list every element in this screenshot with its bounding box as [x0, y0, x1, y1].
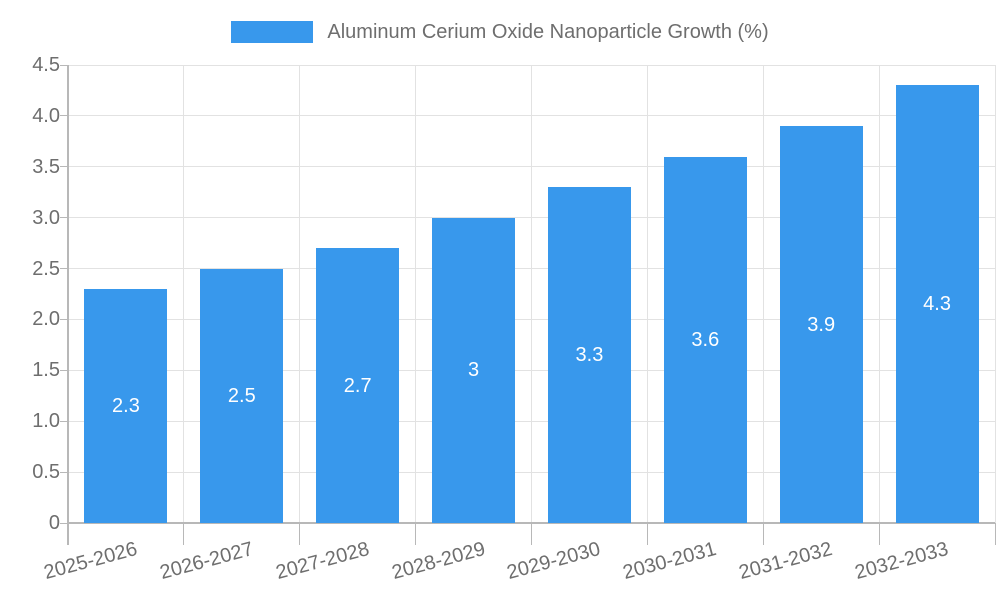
y-tick-mark — [60, 115, 68, 117]
legend-swatch-icon — [231, 21, 314, 43]
bar[interactable] — [84, 288, 168, 523]
y-tick-mark — [60, 471, 68, 473]
y-axis-tick-label: 2.5 — [32, 257, 60, 280]
y-axis-tick-label: 1.0 — [32, 410, 60, 433]
v-gridline — [994, 65, 996, 523]
y-tick-mark — [60, 420, 68, 422]
x-tick-mark — [762, 523, 764, 545]
y-axis-tick-label: 0.5 — [32, 461, 60, 484]
x-tick-mark — [994, 523, 996, 545]
y-axis-tick-label: 4.5 — [32, 54, 60, 76]
x-tick-mark — [415, 523, 417, 545]
x-tick-mark — [646, 523, 648, 545]
legend-item[interactable]: Aluminum Cerium Oxide Nanoparticle Growt… — [0, 18, 1000, 46]
bar[interactable] — [547, 187, 631, 523]
v-gridline — [183, 65, 185, 523]
y-tick-mark — [60, 217, 68, 219]
x-tick-mark — [531, 523, 532, 545]
y-tick-mark — [60, 166, 68, 168]
v-gridline — [646, 65, 648, 523]
y-axis-tick-label: 2.0 — [32, 308, 60, 331]
y-tick-mark — [60, 268, 68, 270]
y-axis-tick-label: 1.5 — [32, 359, 60, 382]
bar[interactable] — [432, 217, 516, 523]
y-tick-mark — [60, 64, 68, 66]
v-gridline — [299, 65, 301, 523]
y-axis-line — [67, 65, 69, 545]
y-axis-tick-label: 3.5 — [32, 155, 60, 178]
bar[interactable] — [200, 268, 284, 523]
legend-label: Aluminum Cerium Oxide Nanoparticle Growt… — [327, 20, 769, 43]
v-gridline — [415, 65, 417, 523]
x-tick-mark — [878, 523, 880, 545]
v-gridline — [531, 65, 532, 523]
v-gridline — [762, 65, 764, 523]
y-tick-mark — [60, 522, 68, 524]
y-tick-mark — [60, 369, 68, 371]
bar[interactable] — [663, 156, 747, 523]
y-axis-tick-label: 4.0 — [32, 104, 60, 127]
bar[interactable] — [316, 248, 400, 523]
x-tick-mark — [183, 523, 185, 545]
bar[interactable] — [779, 126, 863, 523]
bar[interactable] — [895, 85, 979, 523]
x-tick-mark — [299, 523, 301, 545]
v-gridline — [878, 65, 880, 523]
y-axis-tick-label: 0 — [48, 512, 60, 534]
y-axis-tick-label: 3.0 — [32, 206, 60, 229]
y-tick-mark — [60, 318, 68, 320]
